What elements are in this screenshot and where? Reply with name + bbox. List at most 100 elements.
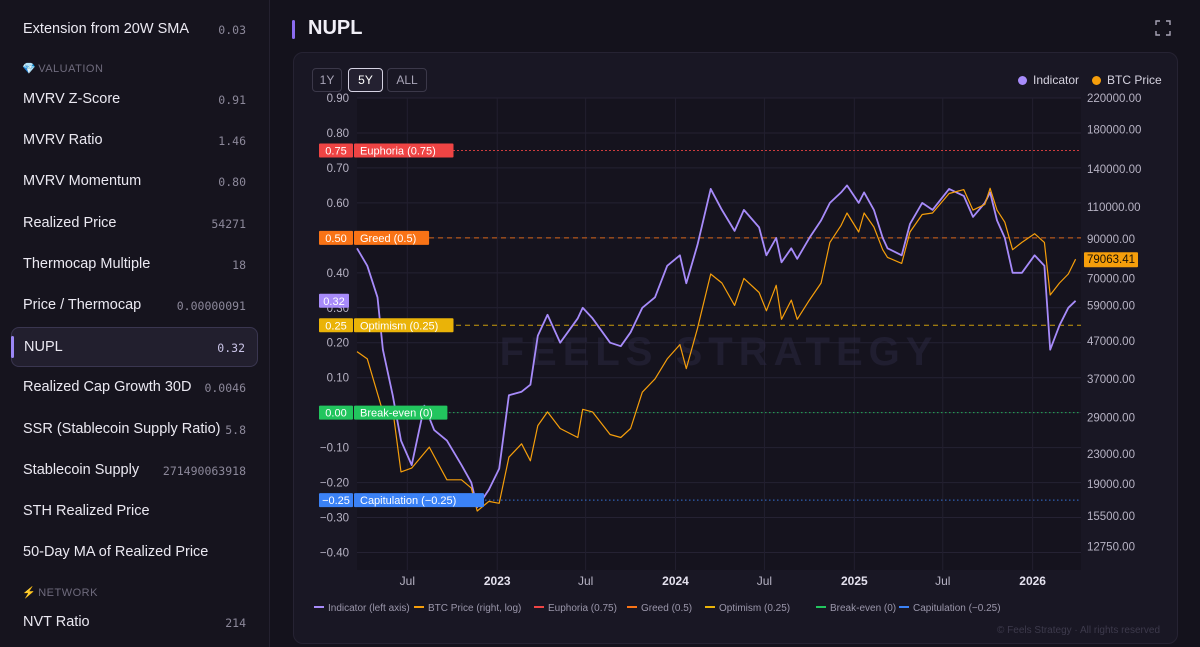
zone-label-text: Break-even (0) <box>360 408 433 420</box>
left-tick-label: 0.90 <box>327 93 349 105</box>
zone-tag-value: 0.50 <box>325 233 346 245</box>
watermark: FEELS STRATEGY <box>500 330 939 374</box>
left-tick-label: −0.30 <box>320 513 349 525</box>
diamond-icon: 💎 <box>22 63 37 75</box>
sidebar-item-mvrv-momentum[interactable]: MVRV Momentum 0.80 <box>11 162 258 202</box>
sidebar-item-label: NVT Ratio <box>23 614 90 630</box>
sidebar-item-label: MVRV Momentum <box>23 173 142 190</box>
left-tick-label: 0.40 <box>327 268 349 280</box>
zone-label-text: Optimism (0.25) <box>360 320 438 332</box>
right-tick-label: 37000.00 <box>1087 374 1135 386</box>
legend-btc[interactable]: BTC Price <box>1092 73 1162 87</box>
sidebar-item-price-thermocap[interactable]: Price / Thermocap 0.00000091 <box>11 286 258 326</box>
left-tick-label: −0.20 <box>320 478 349 490</box>
left-tick-label: 0.60 <box>327 198 349 210</box>
sidebar-item-sth-realized-price[interactable]: STH Realized Price <box>11 492 258 532</box>
legend-indicator[interactable]: Indicator <box>1018 73 1079 87</box>
zone-tag-bg-capitulation <box>319 493 353 508</box>
left-tick-label: 0.70 <box>327 163 349 175</box>
sidebar-item-value: 271490063918 <box>162 463 246 478</box>
legend-bottom-euphoria: Euphoria (0.75) <box>548 603 617 614</box>
sidebar-item-label: Realized Cap Growth 30D <box>23 379 192 396</box>
sidebar-item-mvrv-ratio[interactable]: MVRV Ratio 1.46 <box>11 121 258 161</box>
zone-tag-value: −0.25 <box>322 495 350 507</box>
sidebar-item-nvt-ratio[interactable]: NVT Ratio 214 <box>11 603 258 643</box>
sidebar-item-label: Realized Price <box>23 214 117 231</box>
x-tick-label: 2024 <box>662 574 689 588</box>
sidebar-section-label: VALUATION <box>38 63 104 75</box>
sidebar-item-value: 0.32 <box>217 341 245 356</box>
sidebar-item-value: 0.03 <box>218 23 246 37</box>
legend-bottom-btc: BTC Price (right, log) <box>428 603 521 614</box>
left-tick-label: 0.80 <box>327 128 349 140</box>
zone-label-text: Euphoria (0.75) <box>360 145 436 157</box>
sidebar-item-nupl[interactable]: NUPL 0.32 <box>11 327 258 368</box>
indicator-dot-icon <box>1018 76 1027 85</box>
sidebar-item-realized-price[interactable]: Realized Price 54271 <box>11 204 258 244</box>
zone-label-bg-breakeven <box>354 405 448 420</box>
sidebar-item-ssr-stablecoin-supply-ratio[interactable]: SSR (Stablecoin Supply Ratio) 5.8 <box>11 410 258 450</box>
sidebar-item-value: 0.0046 <box>204 381 246 396</box>
sidebar-item-mvrv-z-score[interactable]: MVRV Z-Score 0.91 <box>11 80 258 120</box>
sidebar-item-value: 0.80 <box>218 175 246 190</box>
sidebar-item-label: MVRV Ratio <box>23 132 103 149</box>
right-tick-label: 180000.00 <box>1087 125 1141 137</box>
zone-tag-bg-greed <box>319 230 353 245</box>
x-tick-label: Jul <box>400 574 415 588</box>
current-btc-badge <box>1084 252 1138 268</box>
x-tick-label: Jul <box>935 574 950 588</box>
right-tick-label: 70000.00 <box>1087 273 1135 285</box>
left-tick-label: −0.40 <box>320 548 349 560</box>
sidebar: Extension from 20W SMA 0.03 💎 VALUATION MVRV… <box>0 0 270 647</box>
zone-tag-value: 0.25 <box>325 320 346 332</box>
sidebar-item-realized-cap-growth-30d[interactable]: Realized Cap Growth 30D 0.0046 <box>11 368 258 408</box>
btc-series-line <box>356 187 1077 512</box>
left-tick-label: 0.20 <box>327 338 349 350</box>
sidebar-item-value: 5.8 <box>225 422 246 437</box>
right-tick-label: 29000.00 <box>1087 412 1135 424</box>
sidebar-section-label: NETWORK <box>38 587 98 599</box>
sidebar-item-label: Price / Thermocap <box>23 297 142 313</box>
zone-label-text: Greed (0.5) <box>360 233 416 245</box>
sidebar-item-label: NUPL <box>24 339 63 356</box>
right-tick-label: 47000.00 <box>1087 336 1135 348</box>
sidebar-item-label: Extension from 20W SMA <box>23 21 189 37</box>
range-all-button[interactable]: ALL <box>387 68 427 92</box>
right-tick-label: 15500.00 <box>1087 511 1135 523</box>
x-tick-label: Jul <box>757 574 772 588</box>
sidebar-item-value: 18 <box>232 257 246 272</box>
legend-btc-label: BTC Price <box>1107 73 1162 87</box>
sidebar-item-label: Thermocap Multiple <box>23 255 151 272</box>
legend-bottom-indicator: Indicator (left axis) <box>328 603 410 614</box>
left-tick-label: 0.10 <box>327 373 349 385</box>
sidebar-item-label: Stablecoin Supply <box>23 461 140 478</box>
sidebar-section-network: ⚡ NETWORK <box>22 586 98 599</box>
x-tick-label: 2025 <box>841 574 868 588</box>
lightning-icon: ⚡ <box>22 587 37 599</box>
btc-dot-icon <box>1092 76 1101 85</box>
sidebar-item-label: SSR (Stablecoin Supply Ratio) <box>23 420 221 437</box>
legend-indicator-label: Indicator <box>1033 73 1080 87</box>
zone-tag-bg-optimism <box>319 318 353 333</box>
zone-label-bg-euphoria <box>354 143 454 158</box>
right-tick-label: 12750.00 <box>1087 542 1135 554</box>
range-1y-button[interactable]: 1Y <box>312 68 342 92</box>
plot-area <box>357 98 1081 570</box>
current-indicator-badge <box>319 293 349 308</box>
sidebar-item-value: 54271 <box>211 216 246 231</box>
sidebar-item-stablecoin-supply[interactable]: Stablecoin Supply 271490063918 <box>11 451 258 491</box>
right-tick-label: 19000.00 <box>1087 479 1135 491</box>
footer-credit: © Feels Strategy · All rights reserved <box>997 625 1160 636</box>
x-tick-label: Jul <box>578 574 593 588</box>
nupl-chart: 0.900.800.700.600.500.400.300.200.100.00… <box>314 93 1160 636</box>
chart-card: 1Y 5Y ALL Indicator BTC Price 0.90 0.80 0.… <box>293 52 1178 644</box>
sidebar-item-50-day-ma-of-realized-price[interactable]: 50-Day MA of Realized Price <box>11 533 258 573</box>
current-btc-value: 79063.41 <box>1087 254 1135 266</box>
sidebar-item-extension-from-20w-sma[interactable]: Extension from 20W SMA 0.03 <box>11 10 258 50</box>
legend-bottom-greed: Greed (0.5) <box>641 603 692 614</box>
zone-label-bg-optimism <box>354 318 454 333</box>
expand-icon[interactable] <box>1155 20 1171 36</box>
zone-tag-bg-breakeven <box>319 405 353 420</box>
range-5y-button[interactable]: 5Y <box>348 68 383 92</box>
sidebar-item-thermocap-multiple[interactable]: Thermocap Multiple 18 <box>11 245 258 285</box>
